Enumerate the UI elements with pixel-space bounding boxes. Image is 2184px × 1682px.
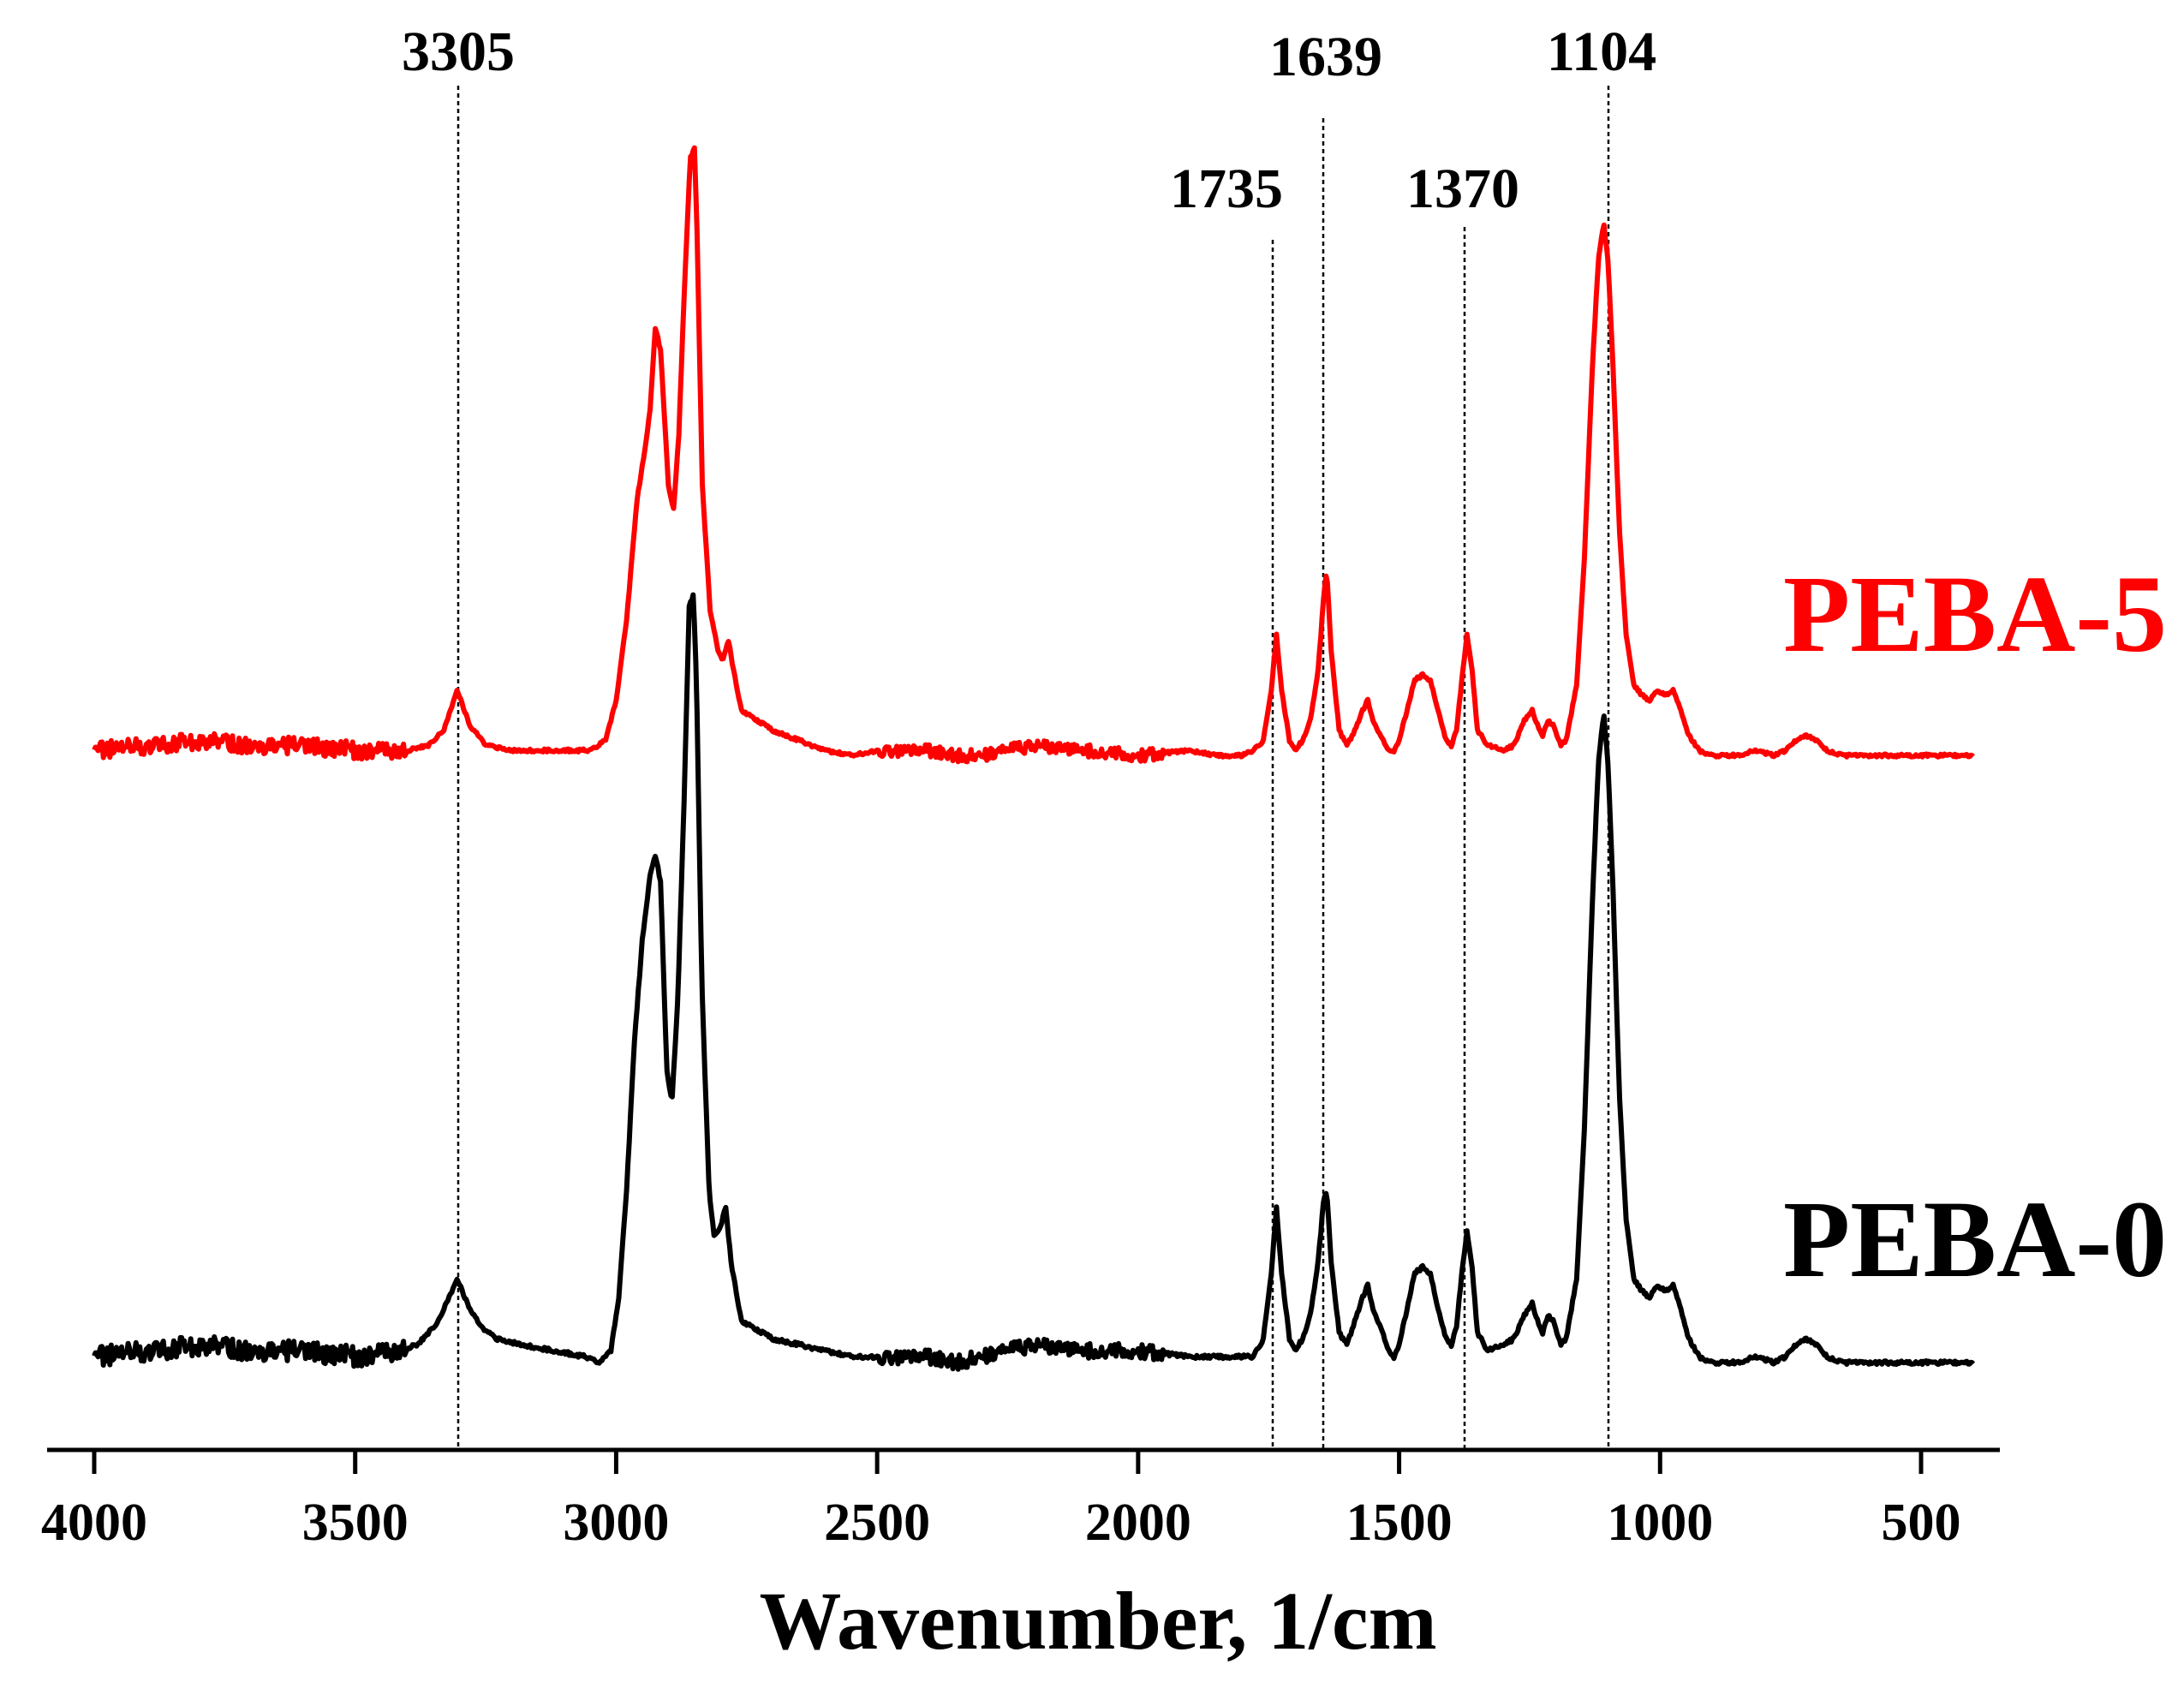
x-tick-label-1000: 1000 bbox=[1607, 1494, 1713, 1552]
x-tick-label-2500: 2500 bbox=[824, 1494, 930, 1552]
x-tick-label-500: 500 bbox=[1882, 1494, 1961, 1552]
series-label-peba-0: PEBA-0 bbox=[1783, 1178, 2167, 1300]
peak-label-1639: 1639 bbox=[1269, 26, 1382, 88]
x-axis-title: Wavenumber, 1/cm bbox=[759, 1575, 1436, 1667]
x-tick-label-3500: 3500 bbox=[302, 1494, 409, 1552]
series-layer bbox=[92, 145, 1976, 1372]
x-tick-label-3000: 3000 bbox=[563, 1494, 669, 1552]
series-labels: PEBA-5 PEBA-0 bbox=[1783, 553, 2167, 1300]
peak-label-3305: 3305 bbox=[402, 21, 515, 83]
series-line-peba-5 bbox=[92, 145, 1975, 765]
peak-label-1370: 1370 bbox=[1406, 158, 1519, 220]
series-label-peba-5: PEBA-5 bbox=[1783, 553, 2167, 675]
peak-label-1735: 1735 bbox=[1170, 158, 1283, 220]
x-tick-label-4000: 4000 bbox=[41, 1494, 147, 1552]
peak-label-1104: 1104 bbox=[1547, 21, 1656, 83]
series-line-peba-0 bbox=[92, 592, 1976, 1372]
x-axis: 4000 3500 3000 2500 2000 1500 1000 500 bbox=[41, 1447, 2000, 1552]
x-tick-label-1500: 1500 bbox=[1346, 1494, 1453, 1552]
x-tick-label-2000: 2000 bbox=[1085, 1494, 1191, 1552]
peak-annotation-layer: 3305 1735 1639 1370 1104 bbox=[402, 21, 1656, 1450]
